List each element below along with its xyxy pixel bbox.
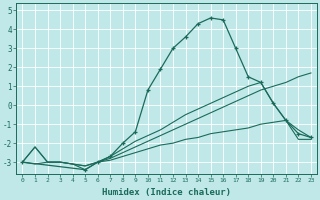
- X-axis label: Humidex (Indice chaleur): Humidex (Indice chaleur): [102, 188, 231, 197]
